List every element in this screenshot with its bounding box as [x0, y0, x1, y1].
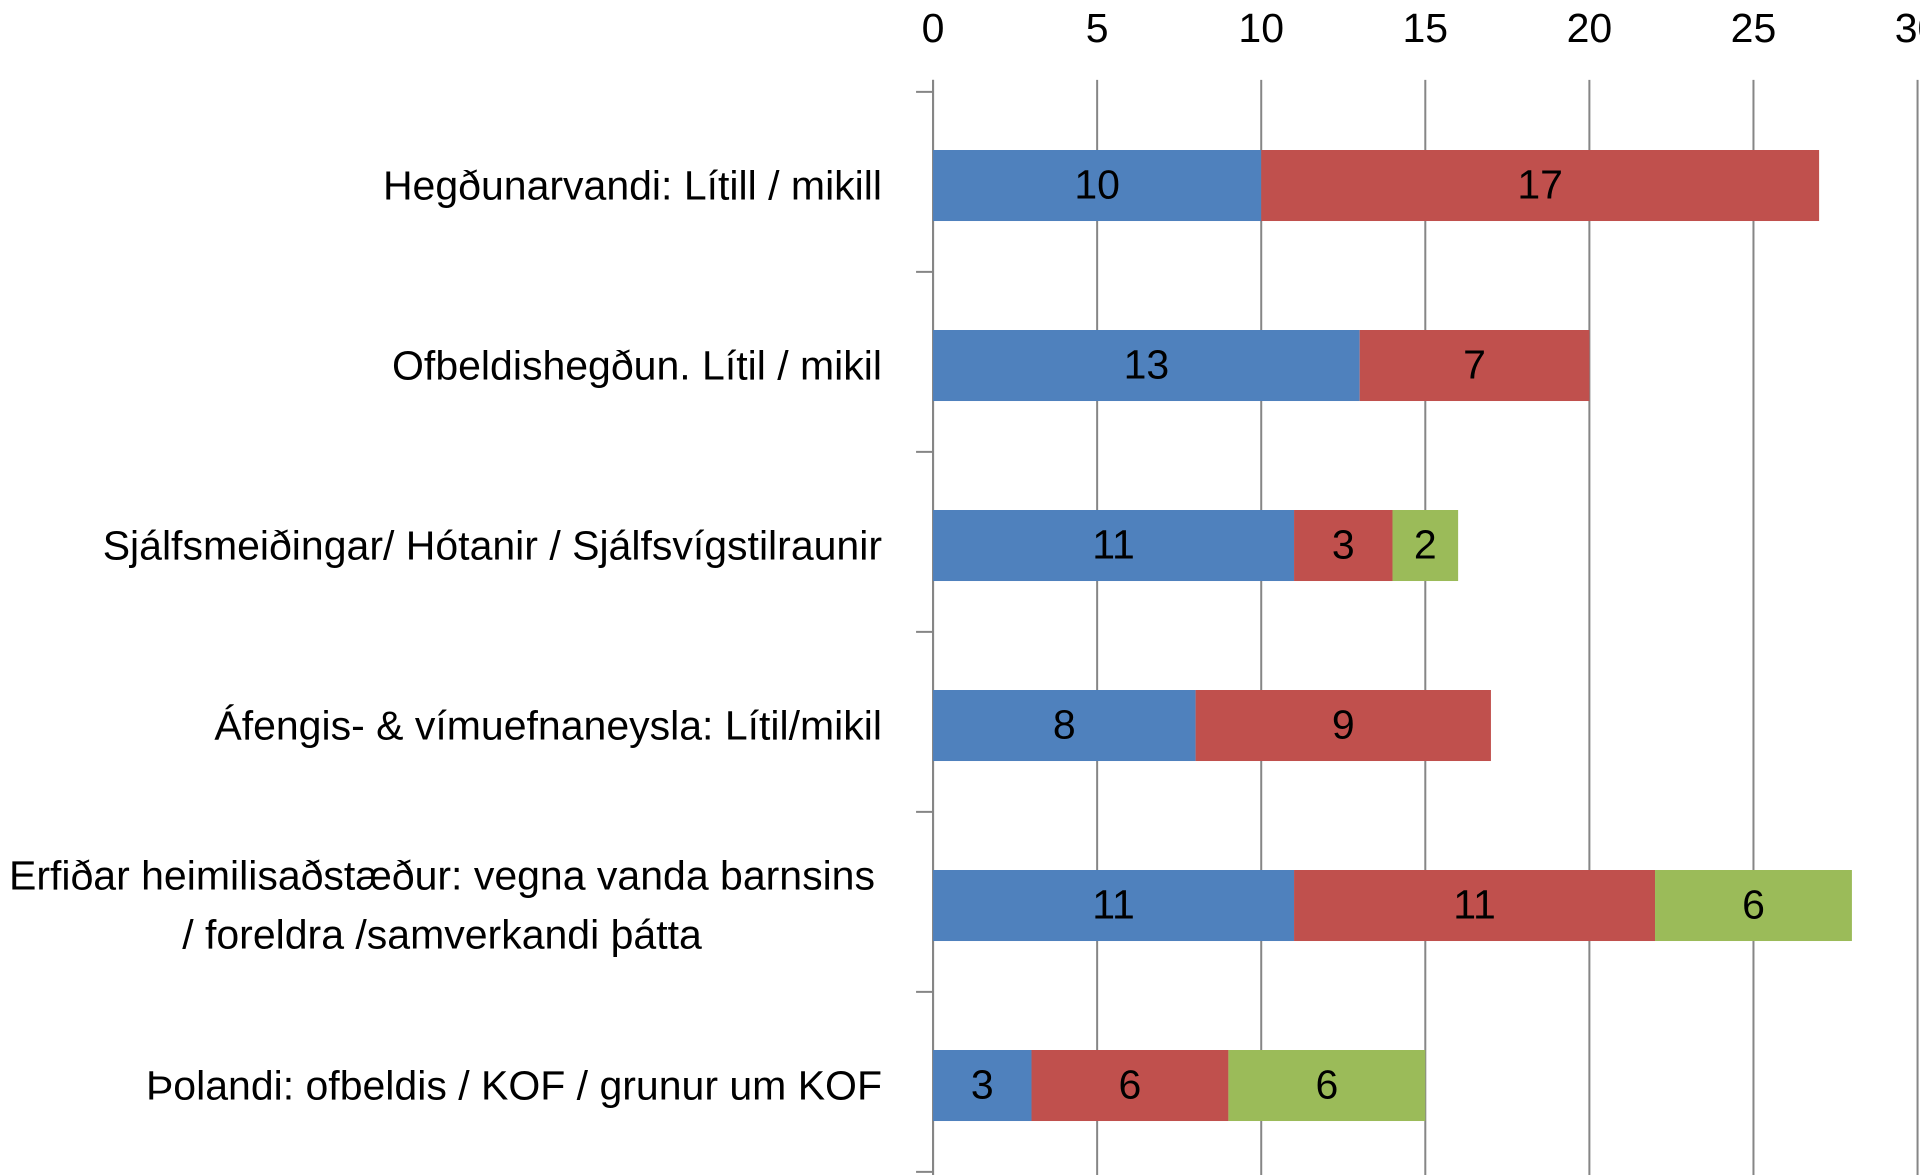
y-tick-label: Erfiðar heimilisaðstæður: vegna vanda ba… — [8, 852, 875, 958]
bar-segment — [1294, 510, 1393, 582]
bar-segment — [1294, 870, 1656, 942]
bar-segment — [1228, 1050, 1426, 1122]
data-label: 3 — [971, 1061, 994, 1107]
bar-segment — [1195, 690, 1491, 762]
bar-segment — [933, 1050, 1032, 1122]
x-tick-label: 25 — [1731, 5, 1777, 51]
data-label: 11 — [1092, 521, 1135, 567]
data-label: 2 — [1414, 521, 1437, 567]
data-label: 8 — [1053, 701, 1076, 747]
bar-segment — [933, 150, 1262, 222]
x-tick-label: 20 — [1567, 5, 1613, 51]
x-tick-label: 30 — [1895, 5, 1920, 51]
data-label: 3 — [1332, 521, 1355, 567]
bar-segment — [1359, 330, 1590, 402]
bar-segment — [933, 330, 1360, 402]
data-label: 6 — [1119, 1061, 1142, 1107]
bar-segment — [933, 870, 1295, 942]
category-label-box: Ofbeldishegðun. Lítil / mikil — [2, 336, 882, 395]
category-label-box: Þolandi: ofbeldis / KOF / grunur um KOF — [2, 1056, 882, 1115]
bar-segment — [1031, 1050, 1229, 1122]
x-tick-label: 10 — [1238, 5, 1284, 51]
data-label: 11 — [1453, 881, 1496, 927]
data-label: 11 — [1092, 881, 1135, 927]
data-label: 7 — [1463, 341, 1486, 387]
x-tick-label: 15 — [1403, 5, 1449, 51]
data-label: 6 — [1742, 881, 1765, 927]
y-tick-label: Ofbeldishegðun. Lítil / mikil — [392, 341, 882, 388]
category-label-box: Sjálfsmeiðingar/ Hótanir / Sjálfsvígstil… — [2, 516, 882, 575]
x-tick-label: 0 — [922, 5, 945, 51]
y-tick-label: Áfengis- & vímuefnaneysla: Lítil/mikil — [214, 701, 882, 748]
bar-segment — [933, 510, 1295, 582]
data-label: 6 — [1315, 1061, 1338, 1107]
data-label: 13 — [1124, 341, 1170, 387]
bar-segment — [1392, 510, 1459, 582]
data-label: 10 — [1074, 161, 1120, 207]
data-label: 9 — [1332, 701, 1355, 747]
x-tick-label: 5 — [1086, 5, 1109, 51]
bar-segment — [1655, 870, 1852, 942]
bar-segment — [933, 690, 1196, 762]
category-label-box: Áfengis- & vímuefnaneysla: Lítil/mikil — [2, 696, 882, 755]
y-tick-label: Hegðunarvandi: Lítill / mikill — [382, 161, 882, 208]
category-label-box: Hegðunarvandi: Lítill / mikill — [2, 156, 882, 215]
y-tick-label: Þolandi: ofbeldis / KOF / grunur um KOF — [145, 1061, 882, 1108]
bar-segment — [1261, 150, 1820, 222]
y-tick-label: Sjálfsmeiðingar/ Hótanir / Sjálfsvígstil… — [102, 521, 882, 568]
category-label-box: Erfiðar heimilisaðstæður: vegna vanda ba… — [2, 846, 882, 965]
data-label: 17 — [1517, 161, 1563, 207]
